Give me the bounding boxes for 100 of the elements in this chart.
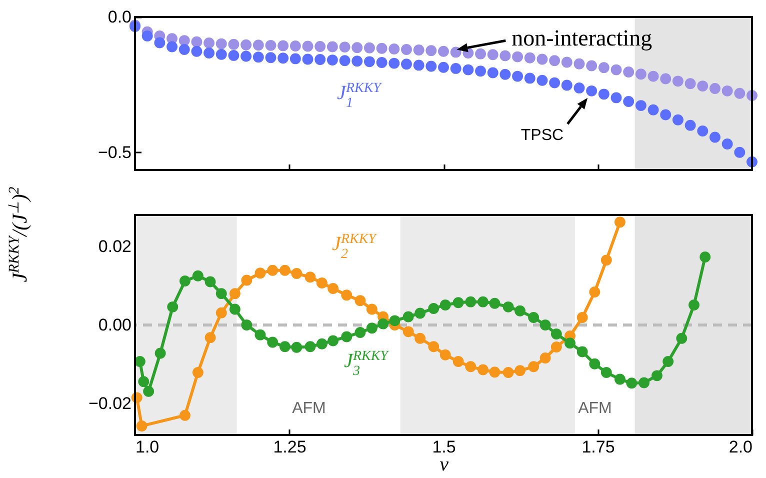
point [426,60,437,72]
point [512,51,524,62]
point [524,72,536,84]
point [672,76,684,87]
point [462,64,474,76]
point [536,74,548,86]
annotation: AFM [292,400,326,417]
point [142,30,153,42]
point [623,66,634,78]
point [413,60,424,71]
point [648,104,659,116]
point [610,92,622,104]
point [388,58,400,69]
annotation: AFM [578,400,612,417]
point [697,80,708,92]
point [635,68,646,80]
point [376,57,388,68]
x-tick-label: 1.5 [432,438,456,456]
point [326,54,338,66]
point [178,35,190,46]
point [216,48,227,60]
point [648,70,659,82]
point [672,114,684,126]
point [635,100,646,112]
point [154,37,166,48]
point [660,109,672,120]
point [549,77,560,88]
point [326,41,338,52]
point [216,38,227,50]
point [734,146,746,158]
point [290,53,301,64]
point [240,50,252,62]
point [586,60,598,72]
point [265,40,276,51]
point [684,78,696,90]
point [228,50,240,61]
point [598,62,610,74]
point [376,42,388,54]
point [401,58,412,70]
point [684,120,696,131]
point [438,62,449,73]
point [500,68,511,80]
point [166,41,178,52]
point [512,70,524,82]
point [252,52,264,63]
point [413,44,424,56]
point [574,58,585,70]
point [352,42,363,54]
point [475,66,486,77]
point [364,42,375,54]
point [278,52,289,64]
point [524,52,536,64]
point [487,49,498,60]
point [500,50,511,62]
point [598,88,610,100]
point [586,85,598,96]
y-tick-label: 0.0 [108,8,132,26]
point [722,85,733,96]
point [710,132,720,143]
x-tick-label: 1.0 [136,438,160,456]
point [228,38,240,50]
y-tick-label: −0.02 [88,394,132,414]
point [623,96,634,107]
point [278,40,289,52]
point [240,39,252,50]
point [265,52,276,64]
y-tick-label: −0.5 [98,142,132,162]
point [302,54,314,65]
point [697,126,708,136]
point [352,56,363,67]
point [487,67,498,78]
point [191,36,202,48]
point [475,48,486,60]
point [388,43,400,54]
x-tick-label: 1.75 [582,438,615,456]
y-tick-label: 0.02 [98,236,132,256]
x-tick-label: 1.25 [273,438,306,456]
annotation: TPSC [520,126,564,144]
x-tick-label: 2.0 [728,438,752,456]
point [450,62,462,74]
point [178,44,190,55]
point [191,46,202,57]
point [574,82,585,94]
point [722,138,733,150]
point [204,48,215,58]
point [364,56,375,68]
x-axis-title: ν [440,454,449,476]
point [734,88,746,99]
point [339,42,350,53]
point [561,80,572,91]
point [450,46,462,58]
y-tick-label: 0.00 [98,316,132,334]
point [426,45,437,56]
point [561,56,572,68]
annotation: non-interacting [512,26,653,51]
point [710,83,720,94]
point [302,40,314,52]
point [536,54,548,65]
point [660,73,672,84]
point [314,54,326,65]
